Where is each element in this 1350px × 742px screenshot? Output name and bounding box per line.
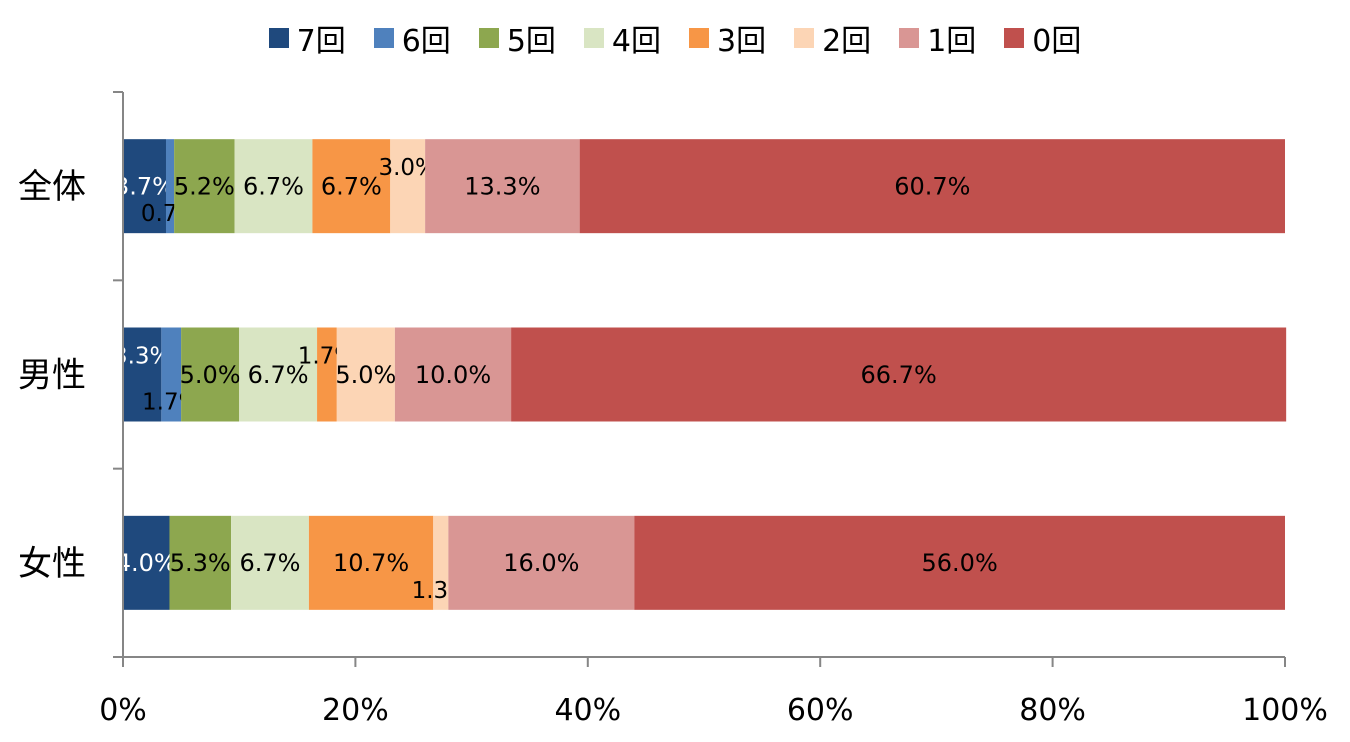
- legend-swatch: [899, 28, 920, 48]
- legend-label: 7回: [296, 24, 346, 59]
- data-label: 5.0%: [180, 361, 241, 389]
- bar-segment: [317, 327, 337, 422]
- bar-segment: [161, 327, 182, 422]
- data-label: 10.7%: [333, 549, 409, 577]
- data-label: 13.3%: [464, 173, 540, 201]
- legend-swatch: [794, 28, 815, 48]
- legend-swatch: [373, 28, 394, 48]
- category-label: 男性: [18, 356, 86, 396]
- legend-item: 2回: [794, 16, 871, 60]
- bar-segment: [308, 515, 434, 610]
- data-label: 6.7%: [248, 361, 309, 389]
- data-label: 6.7%: [321, 173, 382, 201]
- bar-segment: [123, 515, 170, 610]
- x-tick-label: 100%: [1242, 693, 1328, 728]
- legend-item: 3回: [689, 16, 766, 60]
- bar-segment: [390, 139, 426, 234]
- data-label: 6.7%: [240, 549, 301, 577]
- data-label: 5.0%: [335, 361, 396, 389]
- bar-segment: [123, 327, 162, 422]
- bar-segment: [165, 139, 175, 234]
- bar-segment: [433, 515, 449, 610]
- data-label: 5.3%: [170, 549, 231, 577]
- bar-segment: [234, 139, 313, 234]
- bar-segment: [312, 139, 391, 234]
- data-label: 6.7%: [243, 173, 304, 201]
- x-tick-label: 0%: [99, 693, 147, 728]
- legend-label: 2回: [822, 24, 872, 59]
- bar-segment: [174, 139, 235, 234]
- data-label: 4.0%: [116, 549, 177, 577]
- data-label: 56.0%: [922, 549, 998, 577]
- x-tick-label: 20%: [322, 693, 389, 728]
- data-label: 66.7%: [861, 361, 937, 389]
- bar-segment: [336, 327, 395, 422]
- legend-swatch: [583, 28, 604, 48]
- x-tick-label: 40%: [554, 693, 621, 728]
- legend-item: 7回: [268, 16, 346, 60]
- bar-segment: [169, 515, 232, 610]
- legend-swatch: [478, 28, 499, 48]
- bar-segment: [511, 327, 1287, 422]
- bar-segment: [634, 515, 1285, 610]
- bar-segment: [425, 139, 580, 234]
- bar-segment: [448, 515, 635, 610]
- bar-segment: [579, 139, 1285, 234]
- data-label: 60.7%: [894, 173, 970, 201]
- bar-segment: [123, 139, 166, 234]
- legend-label: 5回: [506, 24, 556, 59]
- category-label: 女性: [18, 544, 86, 584]
- legend-item: 1回: [899, 16, 976, 60]
- legend-item: 4回: [583, 16, 661, 60]
- legend-item: 5回: [478, 16, 556, 60]
- legend-swatch: [1004, 28, 1025, 48]
- bar-segment: [231, 515, 309, 610]
- data-label: 16.0%: [503, 549, 579, 577]
- legend-label: 4回: [611, 24, 661, 59]
- category-label: 全体: [18, 167, 86, 207]
- data-label: 5.2%: [174, 173, 235, 201]
- legend-label: 6回: [401, 24, 451, 59]
- bar-segment: [394, 327, 512, 422]
- bar-segment: [239, 327, 318, 422]
- data-label: 3.7%: [114, 173, 175, 201]
- legend-label: 3回: [717, 24, 767, 59]
- legend-label: 1回: [927, 24, 977, 59]
- legend-swatch: [268, 28, 289, 48]
- x-tick-label: 60%: [787, 693, 854, 728]
- legend-item: 0回: [1004, 16, 1081, 60]
- legend-item: 6回: [373, 16, 451, 60]
- data-label: 10.0%: [415, 361, 491, 389]
- chart-legend: 7回 6回 5回 4回 3回 2回 1回 0回: [0, 16, 1350, 60]
- bar-segment: [181, 327, 240, 422]
- legend-swatch: [689, 28, 709, 48]
- legend-label: 0回: [1032, 24, 1082, 59]
- x-tick-label: 80%: [1019, 693, 1086, 728]
